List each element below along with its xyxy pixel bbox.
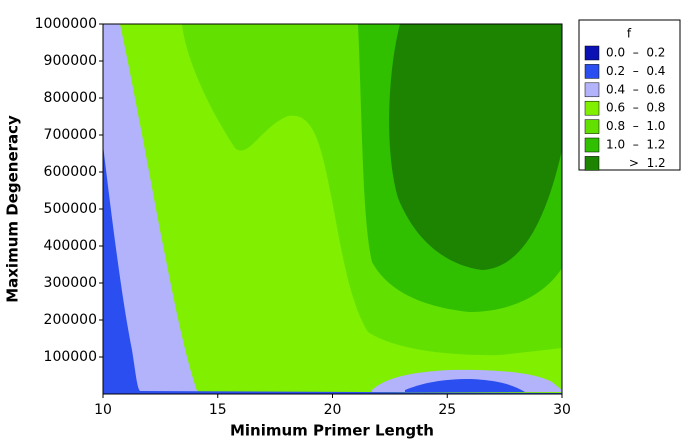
y-axis-title: Maximum Degeneracy [4,115,22,303]
legend-label: > 1.2 [606,156,666,170]
x-tick-label: 20 [324,402,342,418]
legend-label: 1.0 – 1.2 [606,138,665,152]
y-tick-label: 500000 [44,201,97,217]
legend-label: 0.6 – 0.8 [606,101,665,115]
legend-swatch [584,82,600,98]
contour-region [103,24,198,394]
legend-swatch [584,45,600,61]
y-tick-label: 200000 [44,312,97,328]
y-tick-label: 800000 [44,90,97,106]
legend-label: 0.8 – 1.0 [606,119,665,133]
legend: f 0.0 – 0.2 0.2 – 0.4 0.4 – 0.6 0.6 – 0.8 0.8… [578,19,681,171]
y-tick-label: 1000000 [35,16,97,32]
y-tick-label: 400000 [44,238,97,254]
legend-label: 0.4 – 0.6 [606,82,665,96]
legend-label: 0.2 – 0.4 [606,64,665,78]
x-axis-title: Minimum Primer Length [230,422,434,440]
y-tick-label: 100000 [44,349,97,365]
y-tick-label: 300000 [44,275,97,291]
legend-title: f [627,27,632,41]
x-tick-label: 10 [94,402,112,418]
x-tick-label: 15 [209,402,227,418]
y-tick-label: 600000 [44,164,97,180]
legend-swatch [584,119,600,134]
legend-swatch [584,137,600,153]
y-tick-label: 700000 [44,127,97,143]
legend-swatch [584,156,600,171]
legend-swatch [584,64,600,79]
contour-region [389,24,562,270]
legend-swatch [584,100,600,116]
legend-label: 0.0 – 0.2 [606,46,665,60]
y-tick-label: 900000 [44,53,97,69]
contour-plot [103,24,562,394]
x-tick-label: 25 [438,402,456,418]
x-tick-label: 30 [553,402,571,418]
contour-region [405,379,525,392]
